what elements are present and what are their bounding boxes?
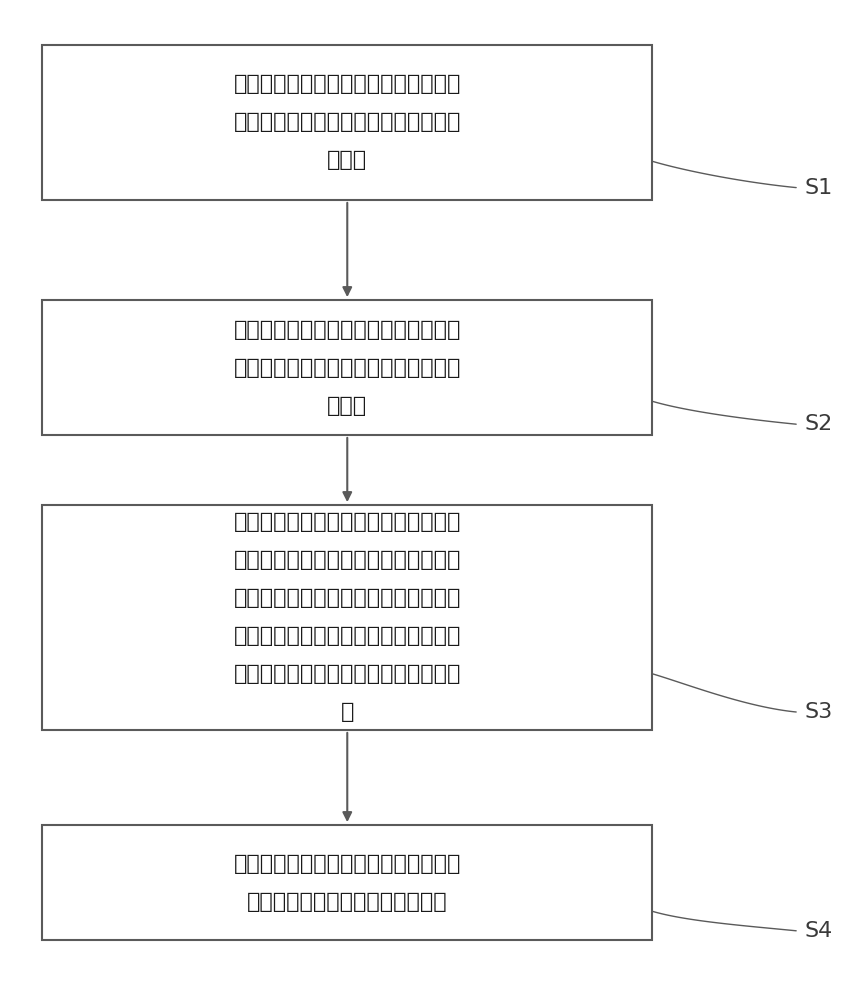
Text: 非侵入式头皮脑电数据采集：通过非侵: 非侵入式头皮脑电数据采集：通过非侵 bbox=[234, 74, 461, 94]
Text: 电信号: 电信号 bbox=[327, 150, 368, 170]
FancyBboxPatch shape bbox=[42, 505, 652, 730]
Text: 得到所述用户当前的想象肢体运动状态: 得到所述用户当前的想象肢体运动状态 bbox=[234, 626, 461, 646]
Text: 头皮脑电信号在线处理与解码：通过解: 头皮脑电信号在线处理与解码：通过解 bbox=[234, 512, 461, 532]
Text: 是通过提取时域或频域特征的方法得到: 是通过提取时域或频域特征的方法得到 bbox=[234, 664, 461, 684]
FancyBboxPatch shape bbox=[42, 300, 652, 435]
Text: 入式头皮脑电装置来采集用户的头皮脑: 入式头皮脑电装置来采集用户的头皮脑 bbox=[234, 112, 461, 132]
Text: 标转化为对所述机械臂的控制指令: 标转化为对所述机械臂的控制指令 bbox=[247, 892, 447, 912]
Text: 生成用户意图目标并将所述用户意图目: 生成用户意图目标并将所述用户意图目 bbox=[234, 854, 461, 874]
Text: S3: S3 bbox=[805, 702, 833, 722]
Text: S4: S4 bbox=[805, 921, 833, 941]
Text: 头皮脑电信号进行放大、模数转换和滤: 头皮脑电信号进行放大、模数转换和滤 bbox=[234, 358, 461, 377]
Text: 码得到用户当前视觉刺激所在位置以及: 码得到用户当前视觉刺激所在位置以及 bbox=[234, 550, 461, 570]
Text: S2: S2 bbox=[805, 414, 833, 434]
FancyBboxPatch shape bbox=[42, 45, 652, 200]
Text: 的: 的 bbox=[340, 702, 354, 722]
Text: 头皮脑电信号的预处理：将采集的所述: 头皮脑电信号的预处理：将采集的所述 bbox=[234, 320, 461, 340]
Text: 用户当前的想象肢体运动的状态，其中: 用户当前的想象肢体运动的状态，其中 bbox=[234, 588, 461, 608]
Text: 波处理: 波处理 bbox=[327, 395, 368, 416]
Text: S1: S1 bbox=[805, 178, 833, 198]
FancyBboxPatch shape bbox=[42, 825, 652, 940]
